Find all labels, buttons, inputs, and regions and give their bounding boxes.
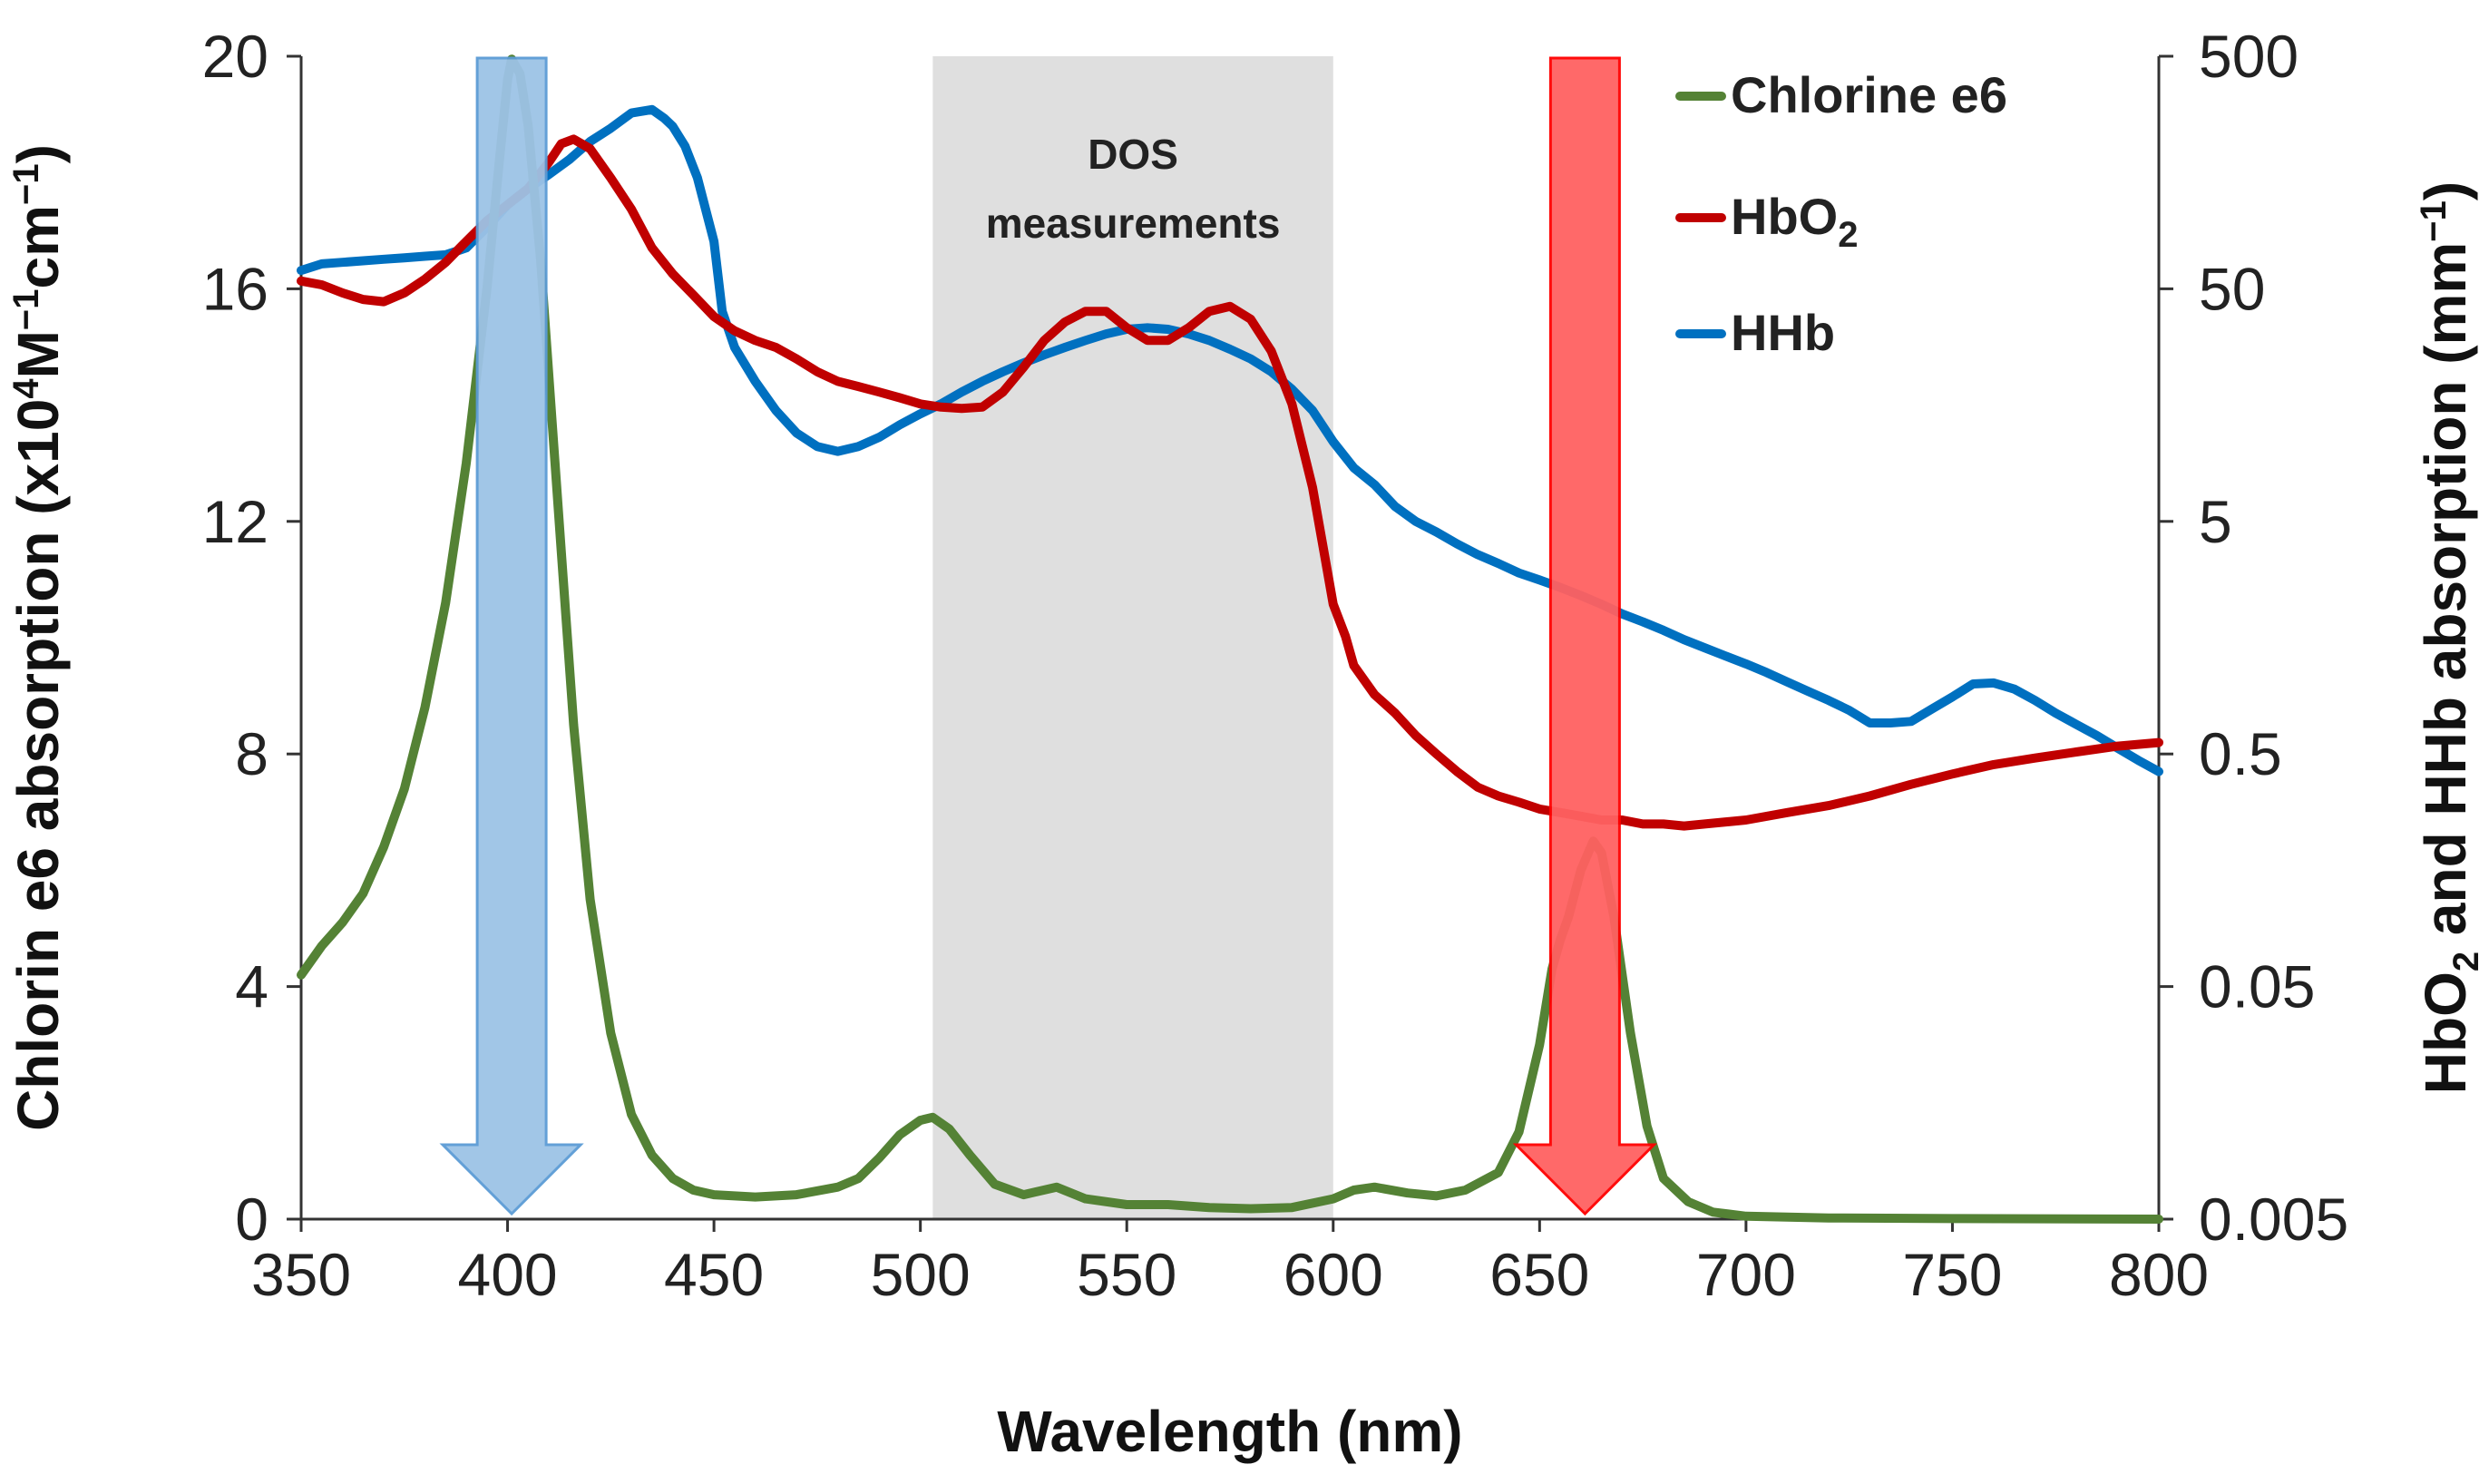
left-y-tick-label: 12	[202, 488, 268, 555]
right-y-tick-label: 0.005	[2199, 1186, 2348, 1253]
left-y-tick-label: 8	[235, 720, 268, 787]
x-tick-label: 500	[871, 1241, 971, 1308]
x-tick-label: 800	[2109, 1241, 2209, 1308]
x-tick-label: 450	[664, 1241, 764, 1308]
left-y-tick-label: 20	[202, 23, 268, 90]
left-y-axis-title: Chlorin e6 absorption (x104M−1cm−1)	[5, 144, 71, 1131]
dos-label-line2: measurements	[986, 200, 1281, 247]
series-line-hbo2	[297, 134, 2163, 831]
right-y-axis-title: HbO2 and HHb absorption (mm−1)	[2413, 181, 2486, 1094]
left-y-tick-label: 4	[235, 953, 268, 1020]
x-tick-label: 650	[1489, 1241, 1589, 1308]
legend-label-hbo2: HbO2	[1731, 188, 1858, 255]
tick-group: 350 400 450 500 550 600 650 700 750 8000481216200…	[202, 23, 2349, 1308]
x-tick-label: 550	[1077, 1241, 1176, 1308]
dos-label-line1: DOS	[1088, 131, 1178, 178]
series-line-hhb	[297, 104, 2163, 776]
right-y-tick-label: 0.05	[2199, 953, 2315, 1020]
x-tick-label: 600	[1284, 1241, 1383, 1308]
legend: Chlorine e6 HbO2 HHb	[1675, 66, 2007, 361]
legend-label-chlorine-e6: Chlorine e6	[1731, 66, 2007, 123]
x-axis-title: Wavelength (nm)	[997, 1399, 1462, 1464]
x-tick-label: 350	[251, 1241, 351, 1308]
red-excitation-arrow	[1512, 56, 1658, 1216]
legend-label-hhb: HHb	[1731, 304, 1835, 361]
right-y-tick-label: 500	[2199, 23, 2299, 90]
x-tick-label: 400	[457, 1241, 557, 1308]
left-y-tick-label: 16	[202, 255, 268, 322]
right-y-tick-label: 5	[2199, 488, 2232, 555]
left-y-tick-label: 0	[235, 1186, 268, 1253]
dos-measurements-region	[932, 56, 1333, 1219]
blue-excitation-arrow	[439, 56, 584, 1216]
x-tick-label: 750	[1902, 1241, 2002, 1308]
right-y-tick-label: 0.5	[2199, 720, 2282, 787]
x-tick-label: 700	[1696, 1241, 1796, 1308]
right-y-tick-label: 50	[2199, 255, 2265, 322]
